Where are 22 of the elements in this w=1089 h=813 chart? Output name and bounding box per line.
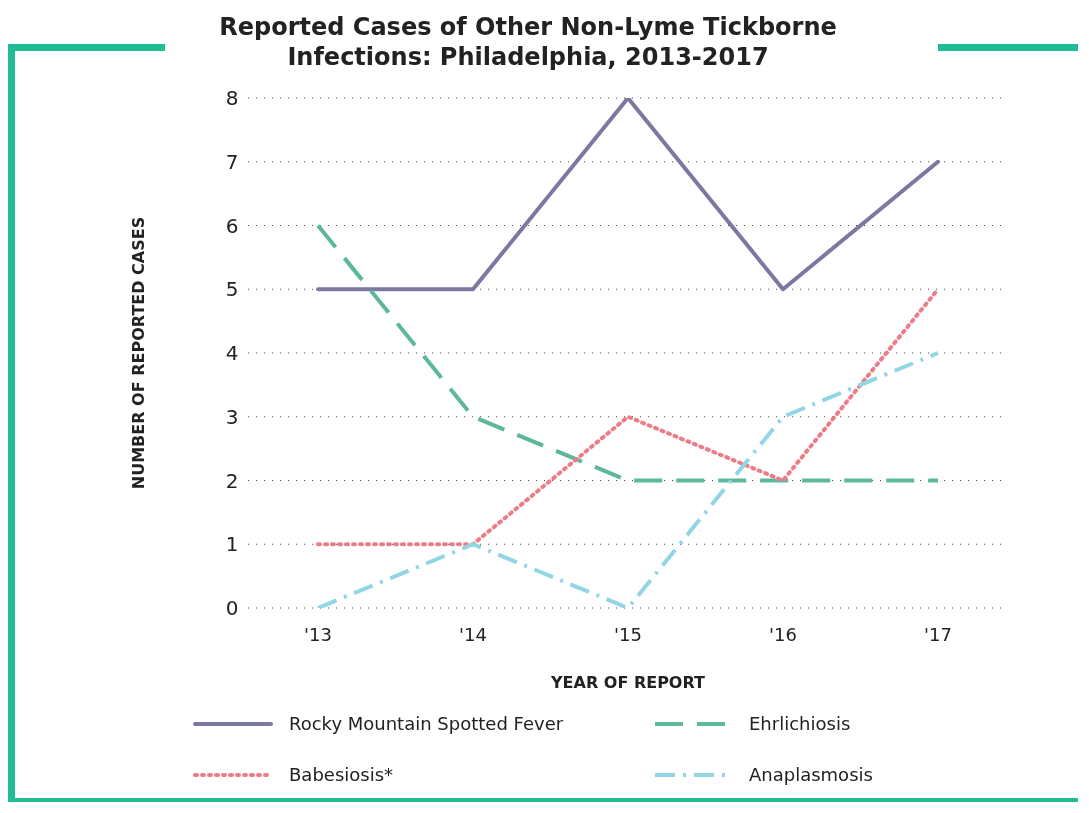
x-tick-label: '15: [614, 623, 642, 645]
y-tick-label: 4: [225, 341, 239, 366]
x-tick-label: '14: [459, 623, 487, 645]
legend-label: Anaplasmosis: [748, 764, 874, 785]
y-tick-label: 5: [225, 277, 239, 302]
y-tick-label: 0: [225, 596, 239, 621]
y-tick-label: 2: [225, 468, 239, 493]
y-tick-label: 3: [225, 404, 239, 429]
chart-title: Reported Cases of Other Non-Lyme Tickborne Infections: Philadelphia, 2013-2017: [218, 12, 838, 72]
x-tick-label: '17: [924, 623, 952, 645]
x-tick-label: '13: [304, 623, 332, 645]
legend-label: Rocky Mountain Spotted Fever: [288, 713, 565, 734]
legend-label: Ehrlichiosis: [748, 713, 852, 734]
legend-label: Babesiosis*: [288, 764, 395, 785]
y-tick-label: 8: [225, 86, 239, 111]
y-tick-label: 1: [225, 532, 239, 557]
x-tick-label: '16: [769, 623, 797, 645]
x-axis-title: YEAR OF REPORT: [550, 673, 706, 692]
y-tick-label: 7: [225, 149, 239, 174]
y-axis-title: NUMBER OF REPORTED CASES: [128, 216, 148, 490]
y-tick-label: 6: [225, 213, 239, 238]
line-series: [316, 351, 940, 608]
